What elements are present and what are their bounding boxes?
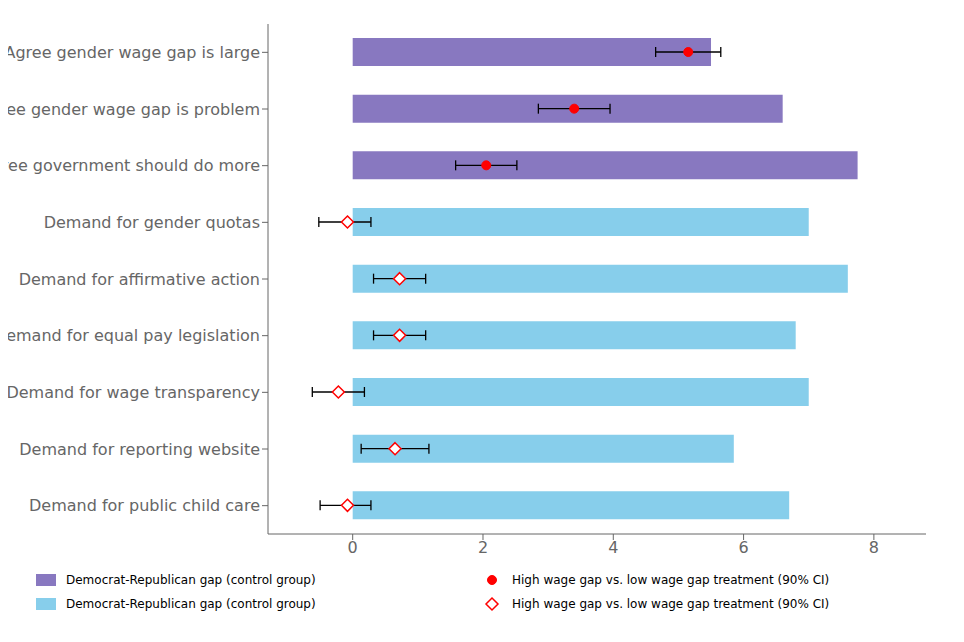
svg-text:8: 8	[869, 538, 879, 557]
svg-text:Agree government should do mor: Agree government should do more	[8, 156, 260, 175]
svg-text:4: 4	[608, 538, 618, 557]
html-text:High wage gap vs. low wage gap: High wage gap vs. low wage gap treatment…	[512, 573, 830, 587]
svg-text:6: 6	[738, 538, 748, 557]
html-text:High wage gap vs. low wage gap: High wage gap vs. low wage gap treatment…	[512, 597, 830, 611]
html-text:Democrat-Republican gap (contr: Democrat-Republican gap (control group)	[66, 597, 316, 611]
svg-text:Demand for equal pay legislati: Demand for equal pay legislation	[8, 326, 260, 345]
svg-text:2: 2	[478, 538, 488, 557]
svg-text:Demand for affirmative action: Demand for affirmative action	[19, 270, 260, 289]
svg-text:0: 0	[348, 538, 358, 557]
svg-text:Agree gender wage gap is large: Agree gender wage gap is large	[8, 43, 260, 62]
svg-text:Demand for reporting website: Demand for reporting website	[19, 440, 260, 459]
svg-text:Demand for public child care: Demand for public child care	[29, 496, 260, 515]
svg-text:Demand for wage transparency: Demand for wage transparency	[8, 383, 260, 402]
html-text:Democrat-Republican gap (contr: Democrat-Republican gap (control group)	[66, 573, 316, 587]
svg-text:Demand for gender quotas: Demand for gender quotas	[44, 213, 260, 232]
svg-text:Agree gender wage gap is probl: Agree gender wage gap is problem	[8, 100, 260, 119]
